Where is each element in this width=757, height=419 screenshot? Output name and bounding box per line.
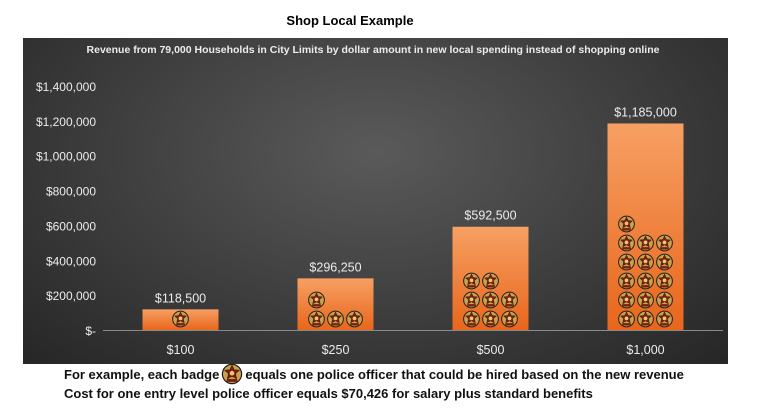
y-tick-label: $200,000 bbox=[46, 289, 96, 303]
footnote-prefix: For example, each badge bbox=[64, 366, 220, 382]
badge-footnote: For example, each badge equals one polic… bbox=[64, 363, 684, 385]
police-badge-icon bbox=[636, 234, 655, 252]
x-tick-label: $100 bbox=[167, 343, 195, 357]
y-tick-label: $1,000,000 bbox=[36, 150, 96, 164]
police-badge-icon bbox=[500, 310, 519, 328]
police-badge-icon bbox=[307, 291, 326, 309]
y-tick-label: $800,000 bbox=[46, 185, 96, 199]
data-label: $296,250 bbox=[309, 260, 361, 274]
police-badge-icon bbox=[636, 272, 655, 290]
police-badge-icon bbox=[617, 215, 636, 233]
police-badge-icon bbox=[345, 310, 364, 328]
police-badge-icon bbox=[462, 310, 481, 328]
police-badge-icon bbox=[617, 234, 636, 252]
y-tick-label: $1,200,000 bbox=[36, 115, 96, 129]
x-tick-label: $500 bbox=[477, 343, 505, 357]
police-badge-icon bbox=[326, 310, 345, 328]
y-tick-label: $600,000 bbox=[46, 219, 96, 233]
police-badge-icon bbox=[655, 253, 674, 271]
police-badge-icon bbox=[171, 310, 190, 328]
police-badge-icon bbox=[617, 310, 636, 328]
police-badge-icon bbox=[655, 310, 674, 328]
police-badge-icon bbox=[462, 272, 481, 290]
police-badge-icon bbox=[655, 272, 674, 290]
y-tick-label: $- bbox=[85, 324, 96, 338]
officer-cost-footnote: Cost for one entry level police officer … bbox=[64, 386, 593, 401]
data-label: $592,500 bbox=[464, 209, 516, 223]
police-badge-icon bbox=[617, 291, 636, 309]
police-badge-icon bbox=[500, 291, 519, 309]
police-badge-icon bbox=[617, 253, 636, 271]
x-tick-label: $250 bbox=[322, 343, 350, 357]
police-badge-icon bbox=[481, 310, 500, 328]
chart-panel: $- $200,000 $400,000 $600,000 $800,000 $1,000… bbox=[23, 38, 728, 364]
data-label: $1,185,000 bbox=[614, 105, 677, 119]
data-label: $118,500 bbox=[155, 291, 206, 305]
police-badge-icon bbox=[636, 310, 655, 328]
police-badge-icon bbox=[221, 363, 243, 385]
police-badge-icon bbox=[481, 272, 500, 290]
y-tick-label: $400,000 bbox=[46, 254, 96, 268]
police-badge-icon bbox=[307, 310, 326, 328]
bar-chart: $- $200,000 $400,000 $600,000 $800,000 $1,000… bbox=[36, 80, 723, 357]
y-tick-label: $1,400,000 bbox=[36, 80, 96, 94]
police-badge-icon bbox=[462, 291, 481, 309]
x-tick-label: $1,000 bbox=[626, 343, 664, 357]
police-badge-icon bbox=[636, 253, 655, 271]
police-badge-icon bbox=[636, 291, 655, 309]
police-badge-icon bbox=[655, 234, 674, 252]
police-badge-icon bbox=[655, 291, 674, 309]
police-badge-icon bbox=[617, 272, 636, 290]
chart-title: Revenue from 79,000 Households in City L… bbox=[86, 44, 660, 56]
page-title: Shop Local Example bbox=[286, 13, 414, 28]
police-badge-icon bbox=[481, 291, 500, 309]
footnote-suffix: equals one police officer that could be … bbox=[245, 366, 684, 382]
